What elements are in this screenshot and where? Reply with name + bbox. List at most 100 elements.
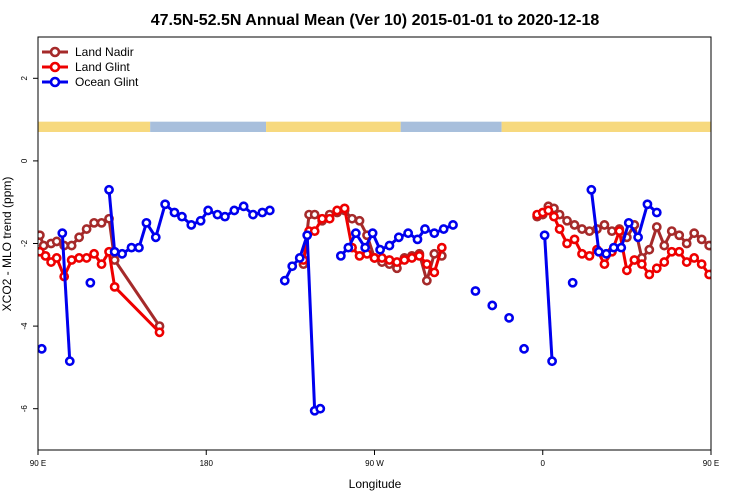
- data-point-ocean-glint: [608, 242, 619, 253]
- data-point-land-glint: [674, 246, 685, 257]
- data-point-ocean-glint: [257, 207, 268, 218]
- data-point-ocean-glint: [141, 217, 152, 228]
- x-tick-label: 90 W: [365, 459, 384, 468]
- data-point-ocean-glint: [195, 215, 206, 226]
- data-point-land-nadir: [607, 226, 617, 237]
- data-point-ocean-glint: [487, 300, 498, 311]
- data-point-land-glint: [704, 269, 711, 280]
- data-point-land-glint: [720, 256, 727, 263]
- data-point-ocean-glint: [438, 224, 449, 234]
- data-point-ocean-glint: [343, 242, 354, 253]
- legend-item-ocean-glint: Ocean Glint: [42, 75, 139, 89]
- data-point-land-glint: [728, 254, 735, 261]
- x-tick-label: 180: [200, 459, 214, 468]
- mask-ocean-segment: [400, 121, 502, 132]
- data-point-land-glint: [109, 281, 120, 292]
- data-point-land-glint: [621, 265, 632, 276]
- y-tick-label: -6: [20, 405, 29, 413]
- x-tick-label: 90 E: [703, 459, 719, 468]
- series-line-land-glint: [536, 208, 711, 276]
- legend-swatch-marker: [49, 46, 61, 58]
- series-line-ocean-glint: [543, 235, 554, 362]
- data-point-ocean-glint: [150, 232, 161, 243]
- x-tick-label: 0: [541, 459, 546, 468]
- data-point-land-nadir: [651, 222, 662, 232]
- x-axis: 90 E 180 90 W 0 90 E: [30, 450, 719, 468]
- data-point-ocean-glint: [264, 205, 275, 216]
- data-point-ocean-glint: [567, 277, 578, 288]
- data-point-land-nadir: [354, 215, 365, 226]
- data-point-land-glint: [735, 250, 742, 257]
- data-point-land-nadir: [584, 226, 595, 237]
- mask-land-segment: [266, 121, 401, 132]
- data-point-land-glint: [421, 259, 432, 270]
- data-point-land-glint: [399, 255, 410, 265]
- data-point-ocean-glint: [350, 228, 361, 239]
- data-point-land-nadir: [743, 219, 750, 226]
- data-point-ocean-glint: [104, 184, 114, 195]
- data-point-land-nadir: [89, 217, 99, 228]
- data-point-land-nadir: [659, 240, 670, 251]
- data-point-land-glint: [384, 255, 395, 265]
- data-point-ocean-glint: [633, 232, 643, 243]
- data-point-land-glint: [743, 263, 750, 270]
- data-point-ocean-glint: [642, 199, 653, 210]
- data-point-land-nadir: [569, 220, 580, 230]
- data-point-ocean-glint: [220, 211, 230, 222]
- data-point-land-glint: [377, 253, 387, 263]
- data-point-land-glint: [549, 211, 559, 222]
- data-point-land-nadir: [51, 236, 62, 247]
- data-point-land-glint: [543, 205, 554, 216]
- mask-land-segment: [501, 121, 711, 132]
- data-point-land-glint: [659, 257, 670, 267]
- data-point-ocean-glint: [539, 230, 550, 241]
- legend-swatch-marker: [49, 76, 61, 88]
- data-point-land-glint: [309, 226, 320, 237]
- data-point-land-nadir: [599, 220, 610, 230]
- data-point-land-nadir: [674, 230, 685, 241]
- data-point-ocean-glint: [420, 224, 430, 234]
- data-point-ocean-glint: [294, 253, 305, 263]
- data-point-land-glint: [81, 253, 92, 263]
- series-ocean-glint: [38, 184, 662, 416]
- data-point-land-glint: [89, 248, 99, 259]
- data-point-ocean-glint: [519, 343, 529, 354]
- data-point-land-nadir: [562, 215, 572, 226]
- data-point-land-nadir: [644, 244, 655, 255]
- data-point-land-nadir: [66, 240, 77, 251]
- data-point-ocean-glint: [57, 228, 68, 239]
- data-point-ocean-glint: [238, 201, 249, 212]
- data-point-ocean-glint: [109, 246, 120, 257]
- data-point-ocean-glint: [384, 240, 395, 251]
- data-point-ocean-glint: [64, 356, 75, 367]
- data-point-land-nadir: [347, 213, 357, 224]
- data-point-land-glint: [74, 253, 85, 263]
- data-point-ocean-glint: [586, 184, 597, 195]
- data-point-ocean-glint: [186, 220, 197, 230]
- data-point-land-nadir: [696, 234, 707, 245]
- data-point-land-glint: [584, 250, 595, 261]
- data-point-land-glint: [317, 213, 328, 224]
- data-point-ocean-glint: [169, 207, 180, 218]
- data-point-land-nadir: [689, 228, 700, 239]
- data-point-land-nadir: [681, 238, 692, 249]
- data-point-ocean-glint: [403, 228, 414, 239]
- data-point-ocean-glint: [547, 356, 557, 367]
- series-line-ocean-glint: [60, 233, 72, 362]
- data-point-ocean-glint: [393, 232, 404, 243]
- data-point-land-nadir: [735, 228, 742, 235]
- data-point-land-glint: [577, 248, 587, 259]
- data-point-ocean-glint: [429, 228, 440, 239]
- data-point-ocean-glint: [335, 250, 346, 261]
- data-point-land-glint: [40, 250, 51, 261]
- data-point-ocean-glint: [177, 211, 187, 222]
- data-point-land-glint: [324, 213, 335, 224]
- data-point-land-glint: [562, 238, 572, 249]
- data-point-land-nadir: [74, 232, 85, 243]
- data-point-ocean-glint: [616, 242, 627, 253]
- data-point-land-glint: [66, 255, 77, 265]
- x-axis-label: Longitude: [349, 477, 402, 491]
- data-point-ocean-glint: [504, 312, 514, 323]
- data-point-ocean-glint: [302, 230, 313, 241]
